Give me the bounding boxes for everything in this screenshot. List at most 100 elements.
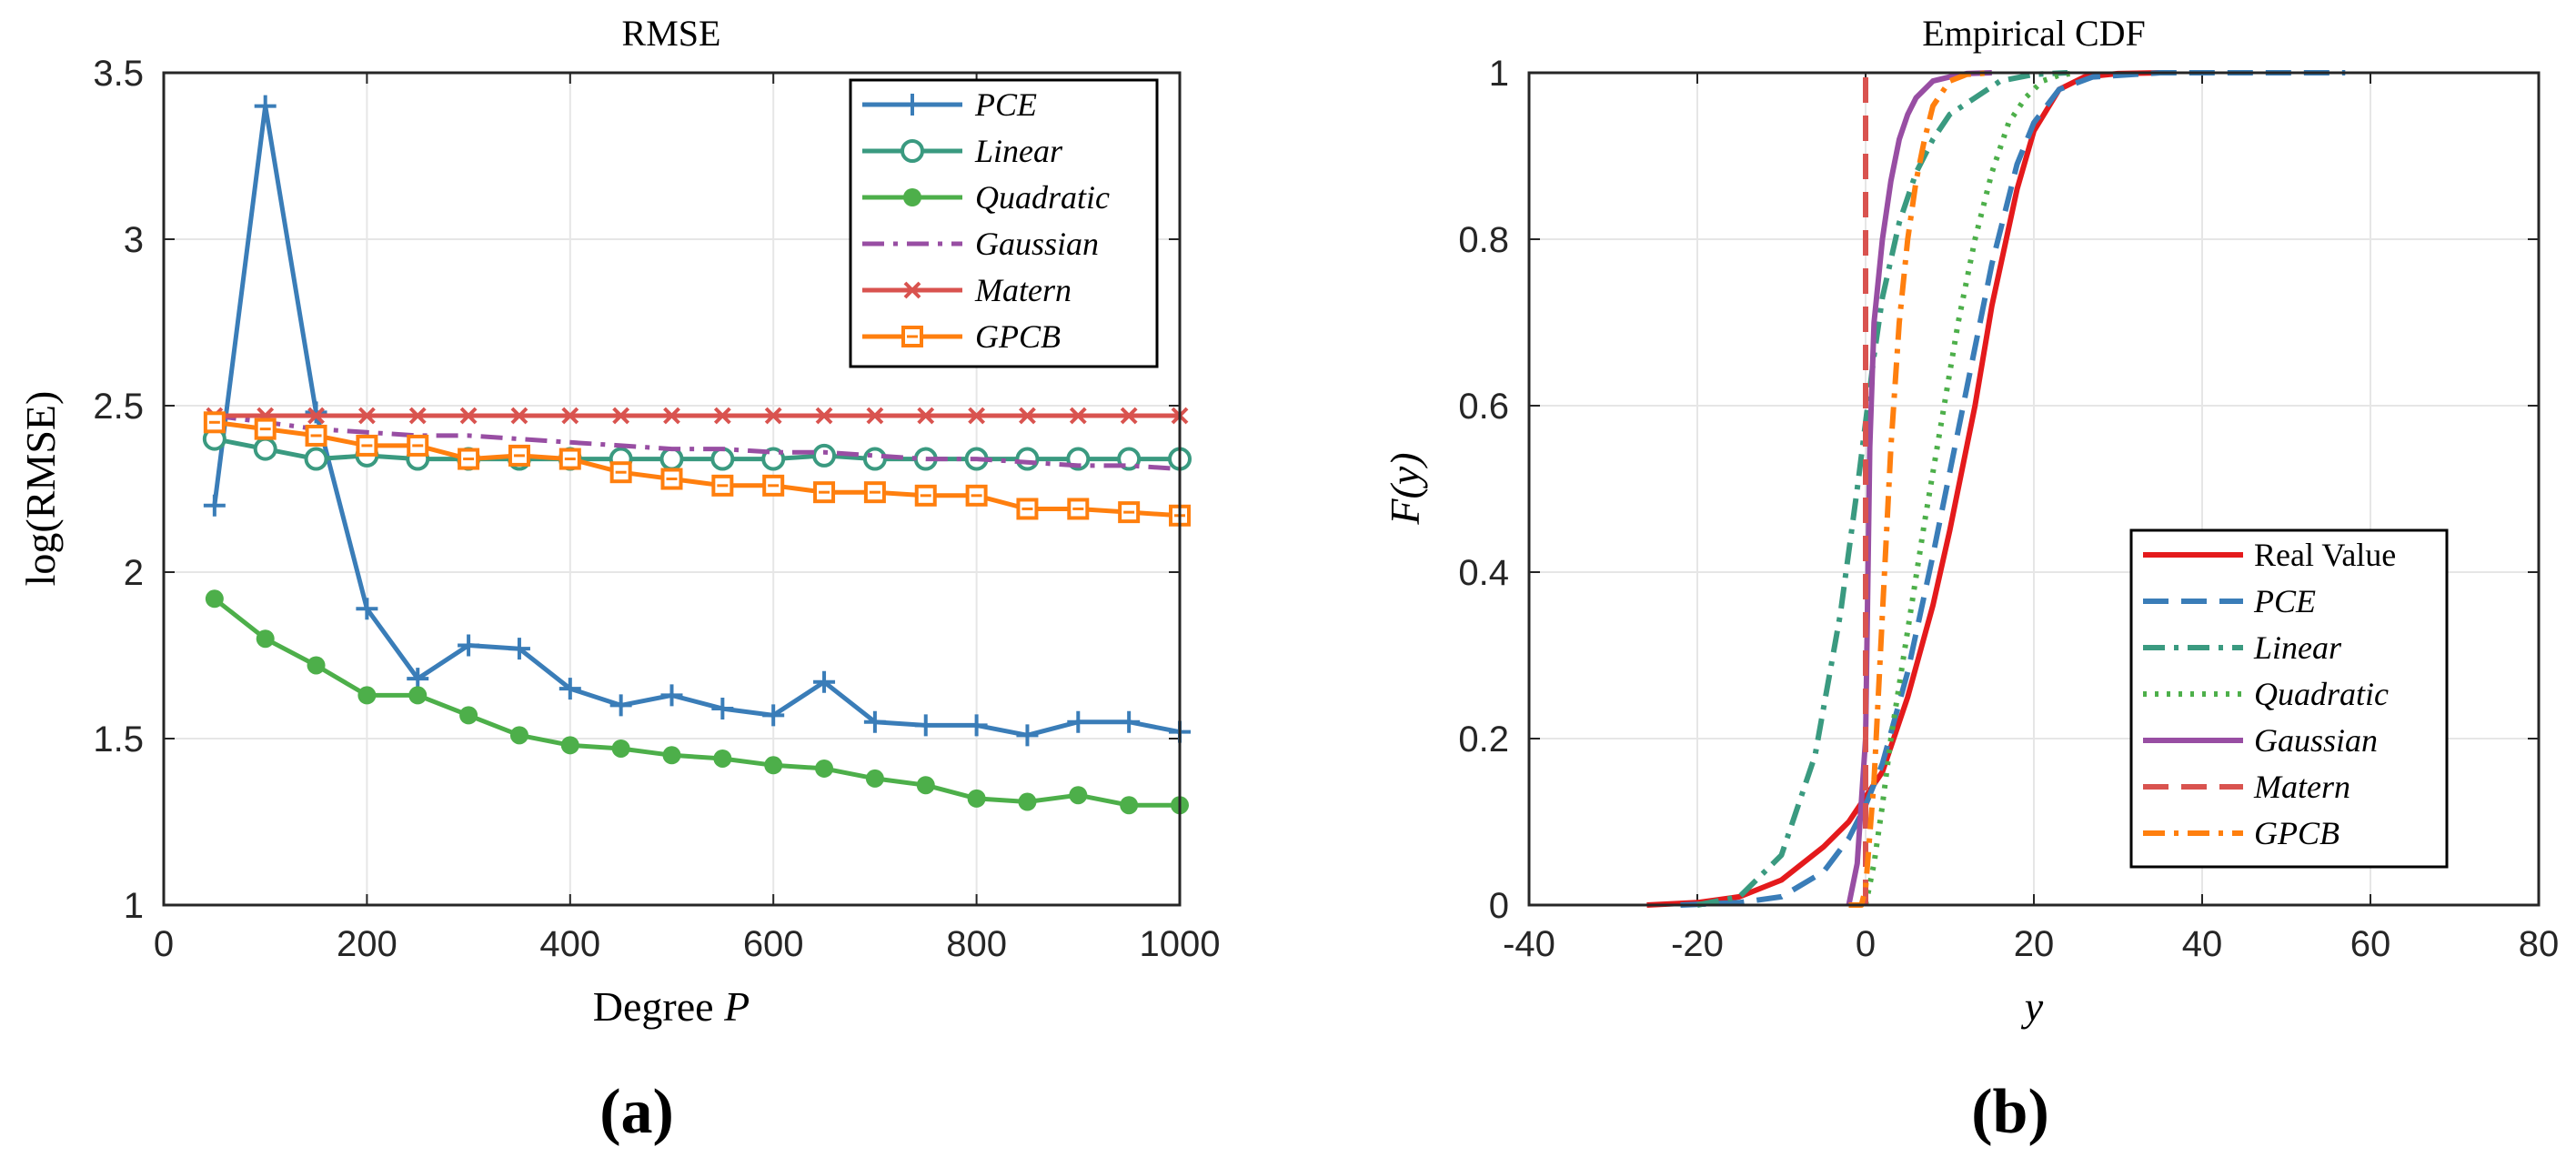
legend-a-matern-label: Matern	[974, 272, 1072, 308]
chart-b-axes-box	[1527, 71, 2541, 907]
legend-b-real-value: Real Value	[2143, 537, 2396, 573]
chart-b-xtick-label: 60	[2350, 924, 2391, 964]
chart-a-xtick-label: 0	[154, 924, 174, 964]
series-pce-point	[508, 638, 530, 660]
legend-b-linear: Linear	[2143, 629, 2342, 666]
series-pce-point	[203, 494, 226, 517]
series-matern-point	[307, 407, 325, 425]
chart-a-xtick-label: 800	[946, 924, 1007, 964]
series-linear-point	[253, 437, 277, 461]
series-matern-point	[713, 407, 731, 425]
chart-b-legend: Real Value PCE Linear Quadratic Gaussian Mate…	[2129, 528, 2449, 869]
series-quadratic-point	[662, 746, 681, 765]
chart-a-xtick-label: 600	[743, 924, 804, 964]
series-matern-point	[408, 407, 427, 425]
chart-b-ytick-label: 0.8	[1458, 220, 1509, 260]
series-linear-point	[1015, 447, 1040, 471]
cdf-gpcb-line	[1848, 70, 1992, 908]
legend-a-linear: Linear	[862, 133, 1063, 169]
chart-a-xtick-label: 400	[539, 924, 600, 964]
cdf-gaussian-line	[1846, 70, 1992, 906]
series-pce-point	[609, 694, 632, 717]
series-gpcb	[203, 411, 1191, 527]
series-quadratic-point	[713, 749, 732, 768]
series-matern-point	[1019, 407, 1036, 425]
chart-a-ytick-label: 3	[124, 220, 144, 260]
series-pce-point	[305, 401, 327, 424]
chart-a-tick-labels: 0 200 400 600 800 1000 1 1.5 2 2.5 3 3.5	[93, 54, 1220, 964]
series-quadratic-point	[256, 629, 275, 649]
legend-a-matern-marker	[903, 281, 921, 299]
legend-b-gpcb-label: GPCB	[2254, 815, 2340, 851]
series-pce-point	[1067, 710, 1090, 733]
series-matern	[206, 407, 1189, 425]
series-linear-point	[659, 447, 684, 471]
legend-a-gpcb-label: GPCB	[975, 318, 1061, 355]
series-quadratic-point	[560, 736, 579, 755]
cdf-gaussian	[1846, 70, 1992, 906]
chart-a-ytick-label: 2	[124, 553, 144, 593]
series-pce-point	[1016, 724, 1039, 747]
legend-b-pce-label: PCE	[2253, 583, 2316, 619]
series-quadratic-point	[1069, 786, 1088, 805]
rmse-chart: RMSE 0 200 400 600 800 1000 1 1.5 2 2.5 3 3.5 Degre…	[17, 13, 1220, 1147]
series-matern-point	[1069, 407, 1087, 425]
legend-b-linear-label: Linear	[2253, 629, 2342, 666]
chart-a-ytick-label: 2.5	[93, 387, 144, 427]
legend-a-pce-marker	[901, 94, 923, 116]
chart-a-xtick-label: 1000	[1140, 924, 1221, 964]
series-matern-point	[612, 407, 630, 425]
chart-b-xtick-label: 0	[1856, 924, 1876, 964]
series-pce-point	[254, 95, 277, 117]
legend-a-linear-marker	[901, 139, 924, 163]
series-matern-point	[815, 407, 833, 425]
cdf-linear	[1696, 70, 2068, 908]
chart-b-tick-labels: -40 -20 0 20 40 60 80 0 0.2 0.4 0.6 0.8 1	[1458, 54, 2559, 964]
legend-b-gaussian-label: Gaussian	[2254, 722, 2378, 759]
legend-a-pce-label: PCE	[974, 86, 1037, 123]
series-matern-point	[866, 407, 884, 425]
cdf-chart: Empirical CDF -40 -20 0 20 40 60 80 0 0.2 0.4 0.6 0…	[1382, 13, 2559, 1147]
panel-label-a: (a)	[599, 1077, 674, 1147]
chart-b-ytick-label: 0.2	[1458, 719, 1509, 760]
cdf-quadratic	[1863, 70, 2077, 906]
series-gaussian	[214, 413, 1181, 471]
chart-b-xtick-label: 80	[2519, 924, 2560, 964]
chart-a-ytick-label: 3.5	[93, 54, 144, 94]
series-quadratic-point	[611, 739, 630, 758]
legend-a-quadratic-label: Quadratic	[975, 179, 1110, 216]
chart-a-axes-box	[162, 71, 1182, 907]
series-quadratic-point	[916, 776, 935, 795]
cdf-real-value-line	[1646, 70, 2160, 908]
chart-a-xlabel: Degree P	[593, 983, 750, 1030]
series-quadratic-point	[307, 656, 326, 675]
series-quadratic-point	[967, 789, 986, 808]
legend-b-matern-label: Matern	[2253, 769, 2350, 805]
chart-b-xtick-label: -40	[1503, 924, 1555, 964]
series-pce-point	[711, 698, 734, 720]
series-matern-point	[561, 407, 579, 425]
series-pce-point	[863, 710, 886, 733]
legend-a-quadratic: Quadratic	[862, 179, 1110, 216]
series-pce-point	[458, 634, 480, 657]
legend-a-quadratic-marker	[903, 188, 921, 206]
legend-a-gpcb: GPCB	[862, 318, 1061, 355]
chart-b-ytick-label: 1	[1489, 54, 1509, 94]
legend-a-gaussian: Gaussian	[862, 226, 1099, 262]
series-quadratic-point	[459, 706, 478, 725]
cdf-linear-line	[1696, 70, 2068, 908]
series-matern-point	[968, 407, 986, 425]
cdf-real-value	[1646, 70, 2160, 908]
series-linear-point	[862, 447, 887, 471]
chart-a-ytick-label: 1.5	[93, 719, 144, 760]
series-quadratic-point	[408, 686, 428, 705]
legend-b-matern: Matern	[2143, 769, 2350, 805]
series-matern-point	[917, 407, 935, 425]
series-quadratic-point	[865, 769, 884, 788]
legend-b-gpcb: GPCB	[2143, 815, 2340, 851]
series-quadratic-point	[764, 756, 783, 775]
series-pce-point	[914, 714, 937, 737]
chart-b-ytick-label: 0.6	[1458, 387, 1509, 427]
series-pce-point	[813, 670, 836, 693]
